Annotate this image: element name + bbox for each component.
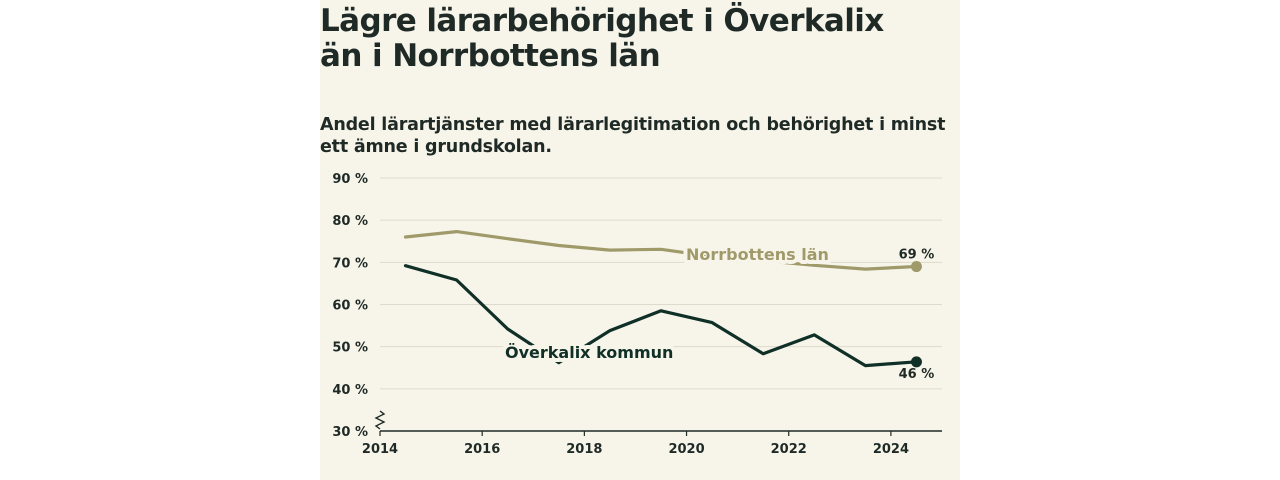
end-marker-norrbotten — [910, 261, 922, 273]
end-value-norrbotten: 69 % — [899, 248, 935, 263]
series-line-norrbotten — [403, 230, 919, 271]
x-tick-label: 2022 — [771, 442, 807, 457]
y-tick-label: 80 % — [332, 214, 368, 229]
series-label-norrbotten: Norrbottens län — [686, 245, 829, 264]
x-tick-label: 2014 — [362, 442, 398, 457]
chart-panel — [320, 0, 960, 480]
y-tick-label: 30 % — [332, 425, 368, 440]
series-line-overkalix — [403, 264, 919, 368]
end-marker-overkalix — [910, 356, 922, 368]
y-tick-label: 40 % — [332, 383, 368, 398]
y-tick-label: 90 % — [332, 172, 368, 187]
x-tick-label: 2016 — [464, 442, 500, 457]
x-tick-label: 2024 — [873, 442, 909, 457]
y-tick-label: 50 % — [332, 341, 368, 356]
axis-break-icon — [374, 410, 386, 430]
x-tick-label: 2020 — [668, 442, 704, 457]
chart-title: Lägre lärarbehörighet i Överkalix än i N… — [320, 3, 884, 74]
y-tick-label: 70 % — [332, 256, 368, 271]
series-label-overkalix: Överkalix kommun — [505, 343, 673, 362]
chart-subtitle: Andel lärartjänster med lärarlegitimatio… — [320, 115, 946, 157]
y-tick-label: 60 % — [332, 299, 368, 314]
x-tick-label: 2018 — [566, 442, 602, 457]
end-value-overkalix: 46 % — [899, 367, 935, 382]
